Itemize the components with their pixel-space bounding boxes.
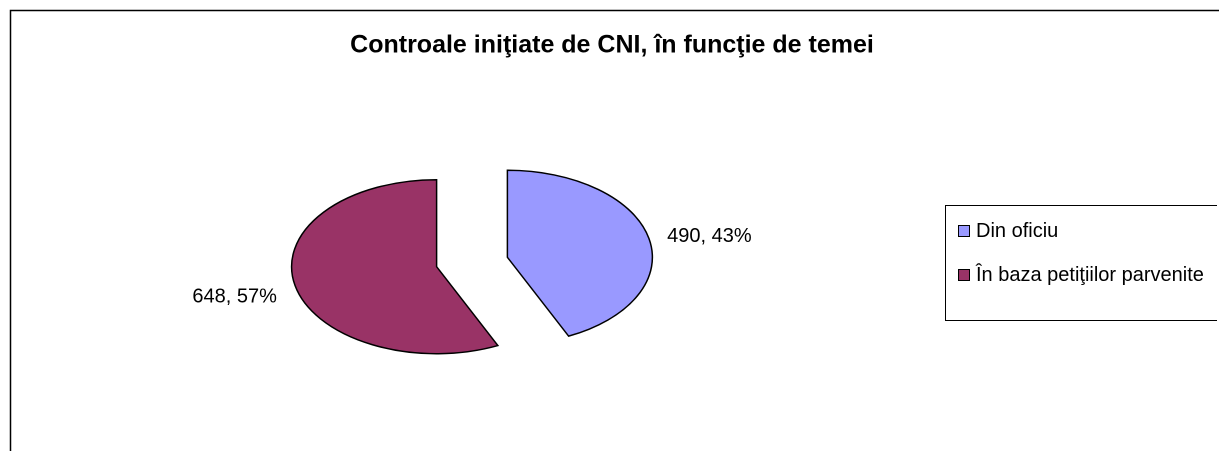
legend-item: Din oficiu [958,220,1219,242]
legend: Din oficiu În baza petiţiilor parvenite [945,205,1217,321]
legend-item: În baza petiţiilor parvenite [958,264,1219,286]
data-label: 648, 57% [192,286,277,308]
pie-slice [506,169,654,338]
legend-label: Din oficiu [976,220,1059,242]
chart-frame [9,9,1219,451]
legend-swatch [958,225,970,237]
legend-label: În baza petiţiilor parvenite [976,264,1204,286]
legend-swatch [958,269,970,281]
pie-slice [290,178,500,355]
data-label: 490, 43% [667,225,752,247]
chart-title: Controale iniţiate de CNI, în funcţie de… [350,31,874,59]
